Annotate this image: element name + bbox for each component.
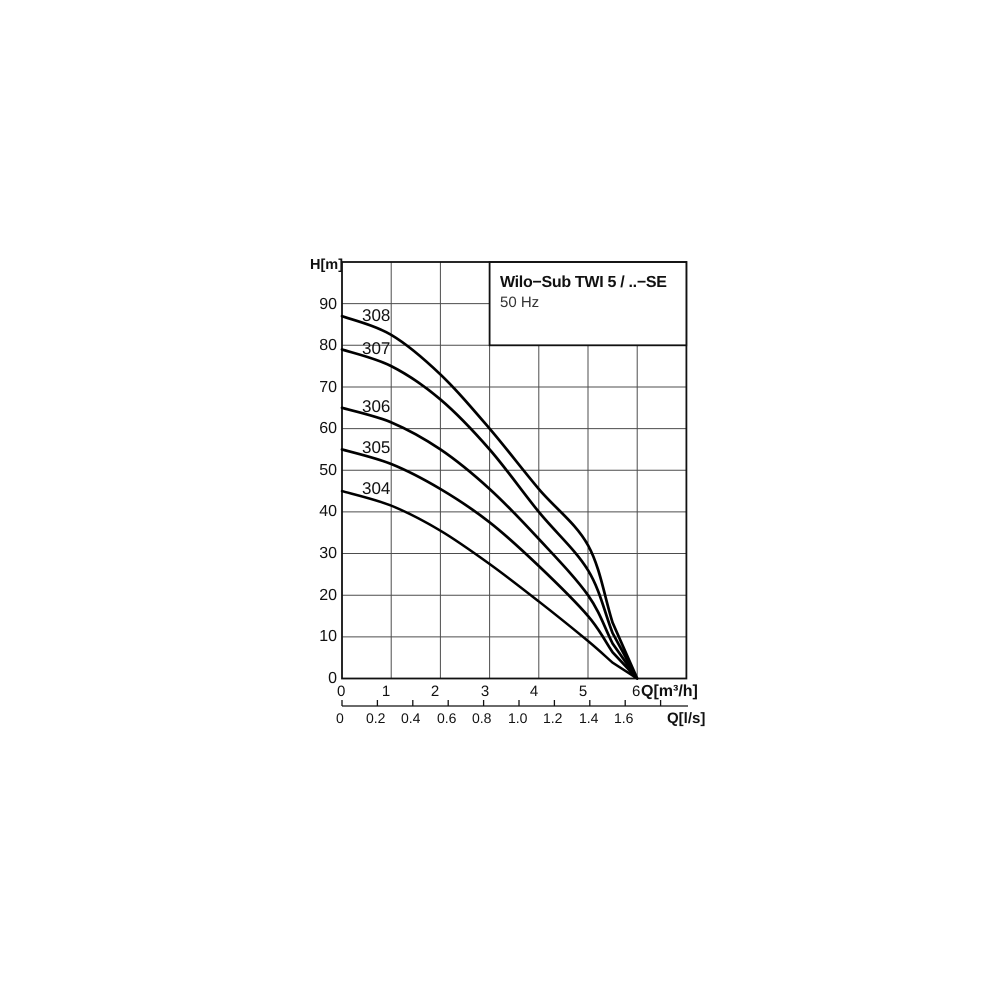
svg-text:90: 90	[319, 296, 337, 313]
svg-text:H[m]: H[m]	[310, 257, 343, 273]
svg-text:5: 5	[579, 683, 587, 700]
svg-text:Q[l/s]: Q[l/s]	[667, 710, 705, 727]
svg-text:0: 0	[328, 670, 337, 687]
svg-text:Wilo−Sub TWI 5 / ..−SE: Wilo−Sub TWI 5 / ..−SE	[500, 274, 667, 291]
svg-text:20: 20	[319, 587, 337, 604]
svg-text:50: 50	[319, 462, 337, 479]
svg-text:60: 60	[319, 420, 337, 437]
svg-text:0.2: 0.2	[366, 710, 386, 726]
svg-text:306: 306	[362, 397, 390, 416]
svg-text:307: 307	[362, 339, 390, 358]
svg-text:3: 3	[481, 683, 489, 700]
svg-text:1.6: 1.6	[614, 710, 634, 726]
svg-text:80: 80	[319, 337, 337, 354]
svg-text:10: 10	[319, 628, 337, 645]
svg-text:304: 304	[362, 479, 390, 498]
svg-text:308: 308	[362, 306, 390, 325]
svg-text:50 Hz: 50 Hz	[500, 294, 539, 311]
svg-text:0: 0	[336, 710, 344, 726]
svg-text:0.4: 0.4	[401, 710, 421, 726]
svg-text:1.4: 1.4	[579, 710, 599, 726]
svg-text:305: 305	[362, 438, 390, 457]
svg-text:1: 1	[382, 683, 390, 700]
svg-text:0.8: 0.8	[472, 710, 492, 726]
svg-text:2: 2	[431, 683, 439, 700]
svg-text:1.2: 1.2	[543, 710, 563, 726]
svg-text:4: 4	[530, 683, 538, 700]
svg-text:0: 0	[337, 683, 345, 700]
svg-text:Q[m³/h]: Q[m³/h]	[641, 683, 698, 700]
svg-text:70: 70	[319, 379, 337, 396]
svg-text:0.6: 0.6	[437, 710, 457, 726]
svg-text:40: 40	[319, 503, 337, 520]
svg-text:1.0: 1.0	[508, 710, 528, 726]
svg-text:30: 30	[319, 545, 337, 562]
svg-text:6: 6	[632, 683, 640, 700]
